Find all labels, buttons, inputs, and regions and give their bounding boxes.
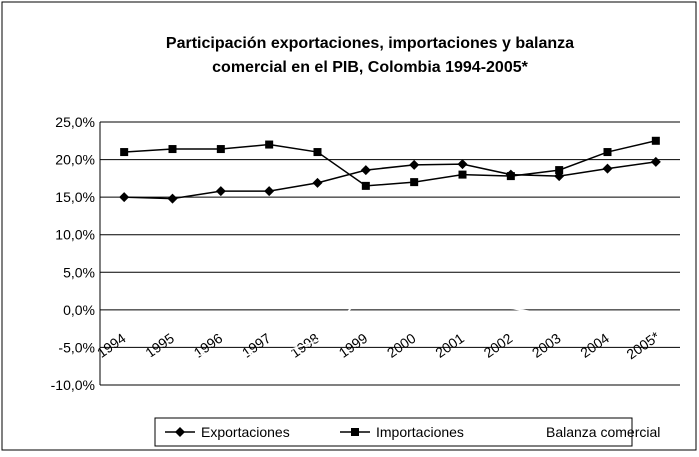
y-tick-label: -10,0%	[51, 377, 95, 393]
y-tick-label: 0,0%	[63, 302, 95, 318]
marker	[361, 181, 370, 190]
marker	[264, 186, 275, 197]
marker	[602, 163, 613, 174]
y-tick-label: 10,0%	[55, 227, 95, 243]
legend-label: Exportaciones	[201, 424, 290, 440]
marker	[351, 428, 359, 436]
marker	[120, 148, 129, 157]
legend-label: Importaciones	[376, 424, 464, 440]
marker	[175, 427, 185, 437]
marker	[215, 186, 226, 197]
marker	[265, 140, 274, 149]
series-line	[124, 291, 656, 361]
y-tick-label: 20,0%	[55, 152, 95, 168]
marker	[603, 148, 612, 157]
chart-title: comercial en el PIB, Colombia 1994-2005*	[212, 59, 528, 76]
marker	[167, 193, 178, 204]
y-tick-label: 5,0%	[63, 264, 95, 280]
marker	[216, 145, 225, 154]
marker	[506, 172, 515, 181]
y-tick-label: 15,0%	[55, 189, 95, 205]
series-line	[124, 161, 656, 200]
y-tick-label: 25,0%	[55, 114, 95, 130]
marker	[650, 156, 661, 167]
marker	[457, 159, 468, 170]
y-tick-label: -5,0%	[58, 339, 95, 355]
marker	[410, 178, 419, 187]
chart-title: Participación exportaciones, importacion…	[166, 35, 574, 52]
marker	[409, 159, 420, 170]
marker	[119, 192, 130, 203]
marker	[651, 136, 660, 145]
marker	[168, 145, 177, 154]
marker	[360, 165, 371, 176]
series-line	[124, 140, 657, 187]
marker	[458, 170, 467, 179]
marker	[313, 148, 322, 157]
legend-box	[154, 417, 633, 447]
marker	[555, 166, 564, 175]
marker	[312, 177, 323, 188]
legend-label: Balanza comercial	[546, 424, 660, 440]
